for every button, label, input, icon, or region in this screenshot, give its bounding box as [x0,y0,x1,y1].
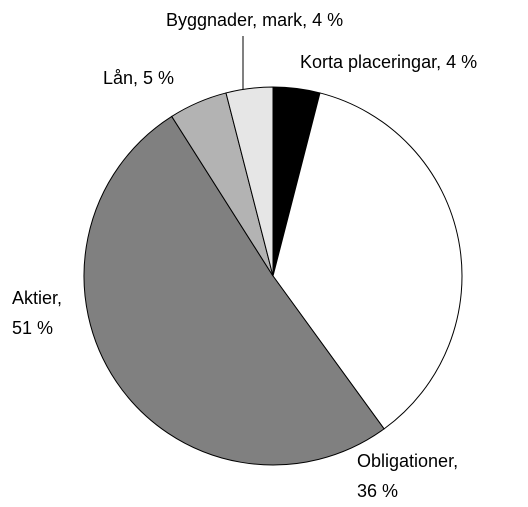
slice-label: Byggnader, mark, 4 % [166,10,343,30]
slice-label: Obligationer, 36 % [357,451,458,501]
value-label: 5 % [143,68,174,88]
pie-slice [83,115,385,466]
pie-slice [272,92,463,430]
category-label: Obligationer, [357,451,458,471]
value-label: 51 % [12,318,53,338]
category-label: Byggnader, mark, [166,10,307,30]
slice-label: Lån, 5 % [103,68,174,88]
category-label: Korta placeringar, [300,52,441,72]
value-label: 36 % [357,481,398,501]
pie-slice [225,86,274,277]
value-label: 4 % [312,10,343,30]
value-label: 4 % [446,52,477,72]
category-label: Lån, [103,68,138,88]
slice-label: Aktier, 51 % [12,288,62,338]
category-label: Aktier, [12,288,62,308]
slice-label: Korta placeringar, 4 % [300,52,477,72]
